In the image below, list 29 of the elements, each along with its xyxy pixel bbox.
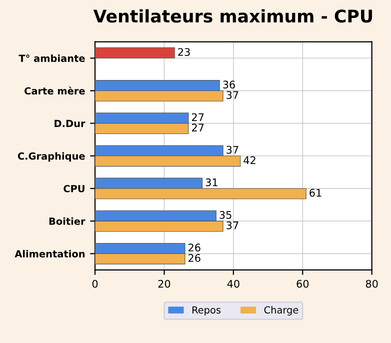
x-tick-label: 80 [366,280,378,288]
data-label: 26 [188,254,200,262]
data-label: 36 [223,80,235,89]
data-label: 42 [244,156,256,164]
y-tick-label: Alimentation [14,250,85,258]
data-label: 37 [226,146,238,154]
y-tick-label: Boitier [49,217,86,225]
data-label: 23 [178,48,190,56]
x-tick-label: 20 [158,280,170,288]
chart-title: Ventilateurs maximum - CPU [93,9,372,23]
y-tick-label: CPU [64,184,84,192]
legend-label: Charge [264,306,298,316]
data-label: 27 [192,113,204,121]
bar [95,47,175,58]
x-tick-label: 60 [296,280,309,288]
data-label: 37 [226,221,238,230]
y-tick-label: D.Dur [54,120,86,128]
x-tick-label: 0 [92,280,98,288]
y-tick-label: C.Graphique [18,152,85,162]
y-tick-label: Carte mère [24,86,85,95]
data-label: 26 [188,244,200,252]
data-label: 31 [206,178,218,186]
data-label: 61 [310,188,322,197]
data-label: 35 [220,210,232,219]
x-tick-label: 40 [227,280,240,288]
data-label: 37 [226,91,238,99]
legend-label: Repos [192,306,221,316]
data-label: 27 [192,124,204,132]
y-tick-label: T° ambiante [18,54,85,62]
